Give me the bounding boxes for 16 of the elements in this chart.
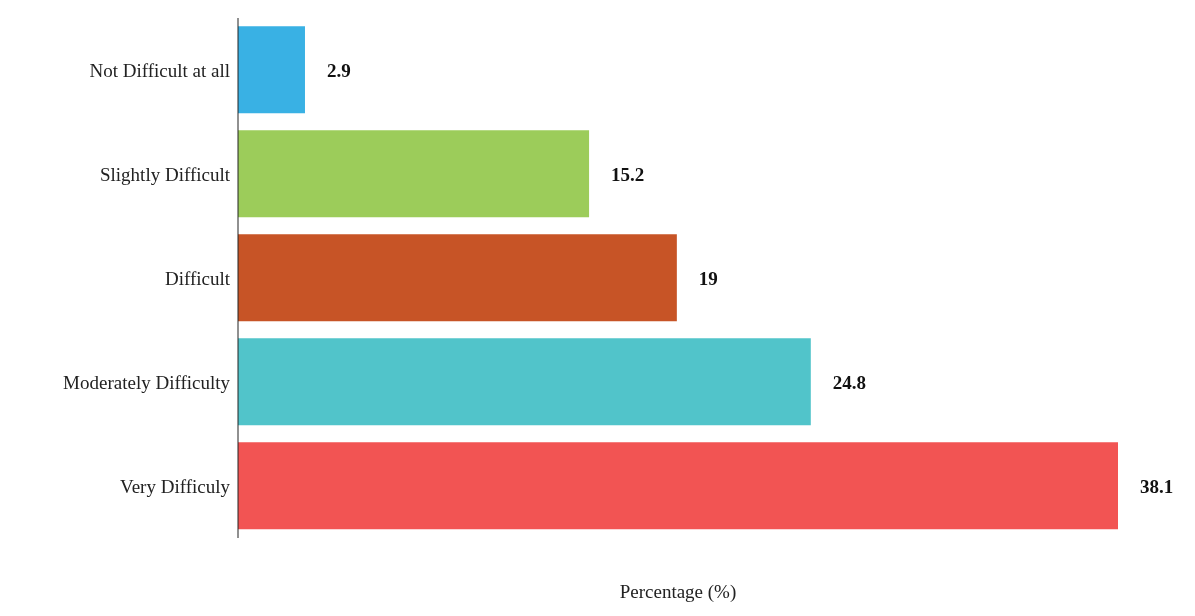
data-label: 38.1	[1140, 475, 1174, 497]
data-label: 19	[698, 267, 718, 289]
data-label: 2.9	[326, 59, 351, 81]
y-tick-label: Slightly Difficult	[99, 163, 231, 185]
bar	[238, 234, 677, 322]
y-tick-label: Difficult	[164, 267, 231, 289]
bar	[238, 130, 590, 218]
bar	[238, 442, 1118, 530]
data-label: 15.2	[611, 163, 645, 185]
y-tick-label: Not Difficult at all	[89, 59, 230, 81]
bar	[238, 338, 811, 426]
x-axis-title: Percentage (%)	[619, 581, 737, 603]
y-tick-label: Moderately Difficulty	[63, 371, 231, 393]
bar	[238, 26, 305, 114]
data-label: 24.8	[832, 371, 867, 393]
y-tick-label: Very Difficuly	[120, 475, 231, 497]
